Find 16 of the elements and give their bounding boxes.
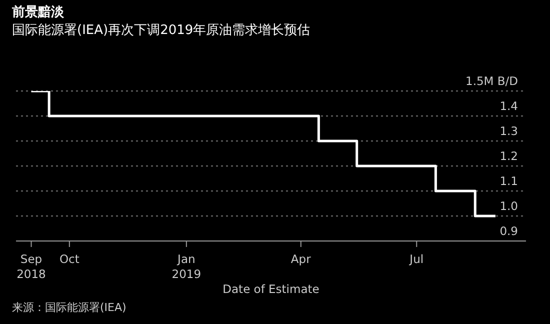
y-tick-label: 1.4 [500,99,518,113]
x-tick-label: Sep 2018 [16,252,46,281]
y-tick-label: 1.2 [500,149,518,163]
y-tick-label: 1.1 [500,174,518,188]
x-tick-label: Apr [290,252,312,266]
x-tick-label: Jan 2019 [172,252,202,281]
y-tick-label: 1.3 [500,124,518,138]
chart-title: 前景黯淡 [12,4,64,21]
x-tick-label: Oct [59,252,80,266]
x-axis-title: Date of Estimate [222,282,320,296]
y-tick-label: 1.0 [500,199,518,213]
y-tick-label: 0.9 [500,224,518,238]
y-tick-label: 1.5M B/D [466,74,518,88]
x-tick-label: Jul [408,252,424,266]
chart-subtitle: 国际能源署(IEA)再次下调2019年原油需求增长预估 [12,22,310,39]
source-note: 来源：国际能源署(IEA) [12,300,126,315]
